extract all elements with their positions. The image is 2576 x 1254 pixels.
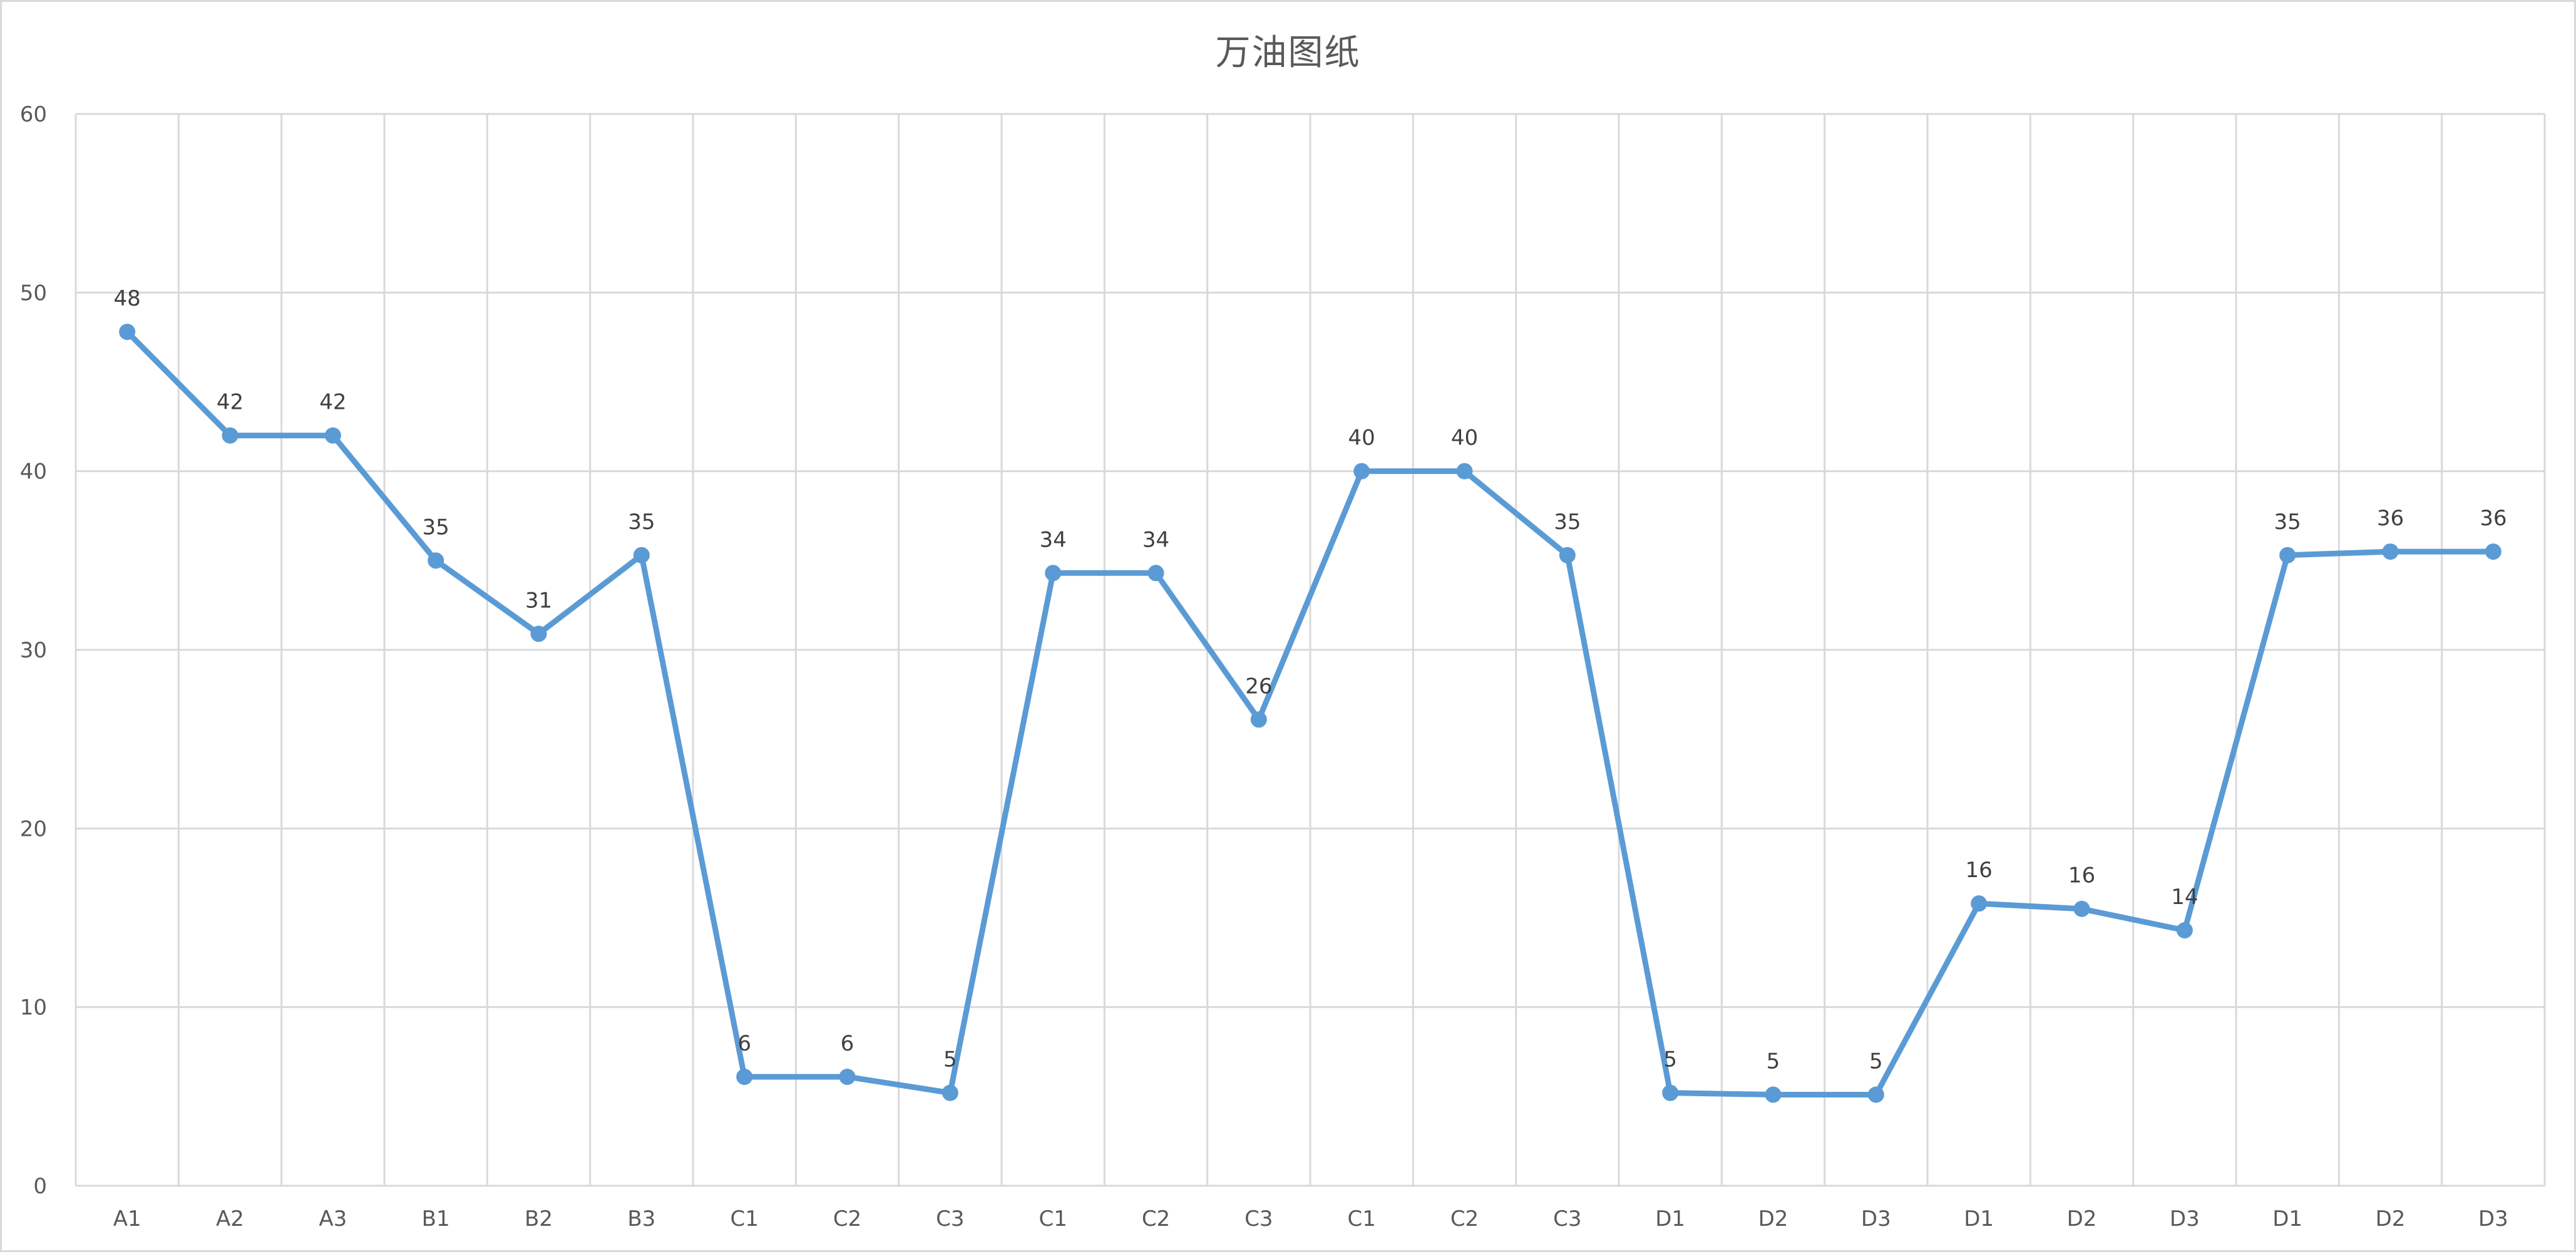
gridlines bbox=[74, 113, 2546, 1187]
x-tick-label: A1 bbox=[113, 1206, 141, 1231]
x-tick-label: B2 bbox=[525, 1206, 553, 1231]
x-tick-label: C2 bbox=[1142, 1206, 1170, 1231]
data-point[interactable] bbox=[1867, 1086, 1884, 1103]
x-tick-label: D2 bbox=[1758, 1206, 1788, 1231]
data-label: 40 bbox=[1451, 426, 1478, 451]
data-label: 5 bbox=[943, 1047, 957, 1072]
y-tick-label: 20 bbox=[20, 816, 47, 841]
y-tick-label: 60 bbox=[20, 102, 47, 127]
x-tick-label: C1 bbox=[1039, 1206, 1067, 1231]
data-point[interactable] bbox=[1250, 711, 1267, 728]
x-tick-label: B3 bbox=[627, 1206, 655, 1231]
x-tick-label: C3 bbox=[936, 1206, 964, 1231]
data-label: 42 bbox=[217, 390, 244, 415]
data-label: 35 bbox=[2274, 510, 2301, 535]
data-label: 34 bbox=[1040, 527, 1067, 552]
data-point[interactable] bbox=[2382, 543, 2399, 560]
x-tick-label: C1 bbox=[1347, 1206, 1375, 1231]
data-label: 5 bbox=[1869, 1049, 1883, 1074]
series-line bbox=[124, 329, 2496, 1097]
data-label: 36 bbox=[2377, 506, 2404, 531]
data-point[interactable] bbox=[2073, 900, 2090, 917]
x-tick-label: D3 bbox=[1861, 1206, 1891, 1231]
data-label: 6 bbox=[737, 1031, 751, 1056]
x-tick-label: A2 bbox=[216, 1206, 244, 1231]
data-labels: 48 42 42 35 31 35 6 6 5 34 34 26 40 40 35 5 5 5 16 16 14 35 36… bbox=[114, 286, 2507, 1074]
axes: 0 10 20 30 40 50 60 A1 A2 A3 B1 B2 B3 C1 C2 C3 C1 C2 C3 C1 C… bbox=[20, 102, 2545, 1231]
y-tick-label: 30 bbox=[20, 638, 47, 663]
data-label: 35 bbox=[1554, 510, 1581, 535]
data-point[interactable] bbox=[942, 1084, 958, 1101]
data-point[interactable] bbox=[2485, 543, 2502, 560]
data-label: 16 bbox=[2068, 863, 2095, 888]
y-tick-label: 50 bbox=[20, 280, 47, 306]
data-label: 34 bbox=[1142, 527, 1169, 552]
series-lines bbox=[124, 329, 2496, 1097]
data-point[interactable] bbox=[1662, 1084, 1679, 1101]
x-tick-label: C3 bbox=[1553, 1206, 1581, 1231]
x-tick-label: C1 bbox=[730, 1206, 758, 1231]
data-point[interactable] bbox=[530, 625, 547, 642]
data-label: 36 bbox=[2480, 506, 2507, 531]
data-label: 26 bbox=[1245, 674, 1272, 699]
chart-title: 万油图纸 bbox=[1215, 33, 1361, 73]
data-point[interactable] bbox=[119, 324, 136, 341]
x-tick-label: D1 bbox=[1964, 1206, 1994, 1231]
data-label: 5 bbox=[1767, 1049, 1780, 1074]
data-label: 6 bbox=[841, 1031, 854, 1056]
data-label: 40 bbox=[1348, 426, 1375, 451]
data-point[interactable] bbox=[1147, 565, 1164, 582]
x-tick-label: D1 bbox=[1655, 1206, 1685, 1231]
data-label: 35 bbox=[628, 510, 655, 535]
data-point[interactable] bbox=[736, 1068, 753, 1085]
x-tick-label: B1 bbox=[422, 1206, 450, 1231]
x-tick-label: D3 bbox=[2170, 1206, 2200, 1231]
data-label: 31 bbox=[525, 588, 552, 613]
data-label: 35 bbox=[423, 515, 449, 540]
x-tick-label: A3 bbox=[319, 1206, 347, 1231]
data-point[interactable] bbox=[428, 552, 444, 569]
data-point[interactable] bbox=[324, 427, 341, 444]
data-point[interactable] bbox=[1559, 547, 1576, 563]
data-point[interactable] bbox=[222, 427, 239, 444]
data-point[interactable] bbox=[1045, 565, 1062, 582]
data-label: 14 bbox=[2171, 885, 2198, 910]
data-label: 42 bbox=[319, 390, 346, 415]
x-tick-label: D2 bbox=[2067, 1206, 2097, 1231]
x-tick-label: D3 bbox=[2478, 1206, 2508, 1231]
data-point[interactable] bbox=[2176, 922, 2193, 938]
x-tick-label: C2 bbox=[1450, 1206, 1479, 1231]
data-point[interactable] bbox=[2279, 547, 2296, 563]
data-points bbox=[119, 324, 2502, 1103]
data-point[interactable] bbox=[839, 1068, 856, 1085]
x-tick-label: C3 bbox=[1244, 1206, 1273, 1231]
data-point[interactable] bbox=[633, 547, 650, 563]
data-label: 5 bbox=[1663, 1047, 1677, 1072]
data-point[interactable] bbox=[1456, 463, 1473, 480]
data-label: 48 bbox=[114, 286, 141, 311]
x-tick-label: C2 bbox=[833, 1206, 861, 1231]
data-label: 16 bbox=[1966, 858, 1993, 883]
data-point[interactable] bbox=[1971, 895, 1988, 912]
data-point[interactable] bbox=[1353, 463, 1370, 480]
y-tick-label: 0 bbox=[33, 1174, 47, 1199]
x-tick-label: D1 bbox=[2272, 1206, 2302, 1231]
data-point[interactable] bbox=[1765, 1086, 1782, 1103]
x-tick-label: D2 bbox=[2376, 1206, 2406, 1231]
y-tick-label: 10 bbox=[20, 995, 47, 1020]
y-tick-label: 40 bbox=[20, 460, 47, 485]
